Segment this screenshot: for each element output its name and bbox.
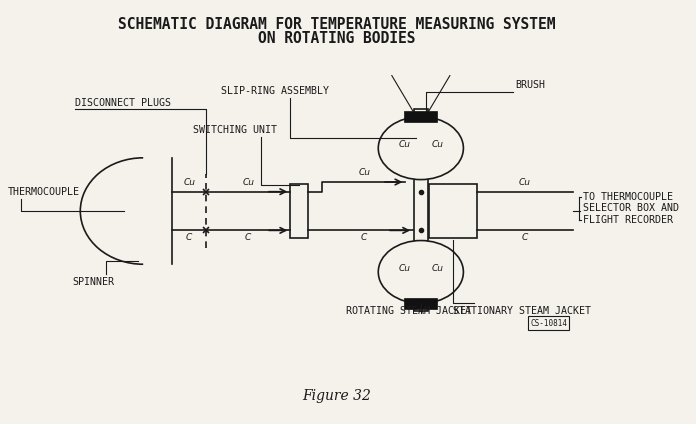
Text: ROTATING STEAM JACKET: ROTATING STEAM JACKET	[347, 306, 473, 316]
Text: SPINNER: SPINNER	[72, 277, 115, 287]
Text: DISCONNECT PLUGS: DISCONNECT PLUGS	[75, 98, 171, 108]
Text: Cu: Cu	[398, 140, 411, 149]
Text: THERMOCOUPLE: THERMOCOUPLE	[8, 187, 80, 198]
Text: Cu: Cu	[432, 140, 443, 149]
Text: Cu: Cu	[398, 264, 411, 273]
Text: FLIGHT RECORDER: FLIGHT RECORDER	[583, 215, 673, 225]
Text: Figure 32: Figure 32	[302, 389, 371, 403]
FancyBboxPatch shape	[404, 298, 437, 309]
Text: C: C	[245, 233, 251, 242]
Text: C: C	[522, 233, 528, 242]
Text: C: C	[186, 233, 192, 242]
Text: STATIONARY STEAM JACKET: STATIONARY STEAM JACKET	[453, 306, 591, 316]
Text: Cu: Cu	[432, 264, 443, 273]
Text: CS-10814: CS-10814	[530, 319, 567, 328]
FancyBboxPatch shape	[404, 112, 437, 122]
Text: Cu: Cu	[519, 178, 531, 187]
Text: SLIP-RING ASSEMBLY: SLIP-RING ASSEMBLY	[221, 86, 329, 96]
Text: Cu: Cu	[242, 178, 254, 187]
Text: SCHEMATIC DIAGRAM FOR TEMPERATURE MEASURING SYSTEM: SCHEMATIC DIAGRAM FOR TEMPERATURE MEASUR…	[118, 17, 555, 32]
Text: BRUSH: BRUSH	[516, 80, 546, 90]
Text: SELECTOR BOX AND: SELECTOR BOX AND	[583, 203, 679, 213]
FancyBboxPatch shape	[414, 109, 427, 311]
Text: SWITCHING UNIT: SWITCHING UNIT	[193, 125, 278, 134]
Text: Cu: Cu	[358, 168, 370, 177]
Ellipse shape	[378, 240, 464, 304]
Text: C: C	[361, 233, 367, 242]
Text: TO THERMOCOUPLE: TO THERMOCOUPLE	[583, 192, 673, 201]
Text: ON ROTATING BODIES: ON ROTATING BODIES	[258, 31, 416, 46]
FancyBboxPatch shape	[290, 184, 308, 237]
FancyBboxPatch shape	[429, 184, 477, 238]
Text: Cu: Cu	[183, 178, 195, 187]
Ellipse shape	[378, 117, 464, 180]
